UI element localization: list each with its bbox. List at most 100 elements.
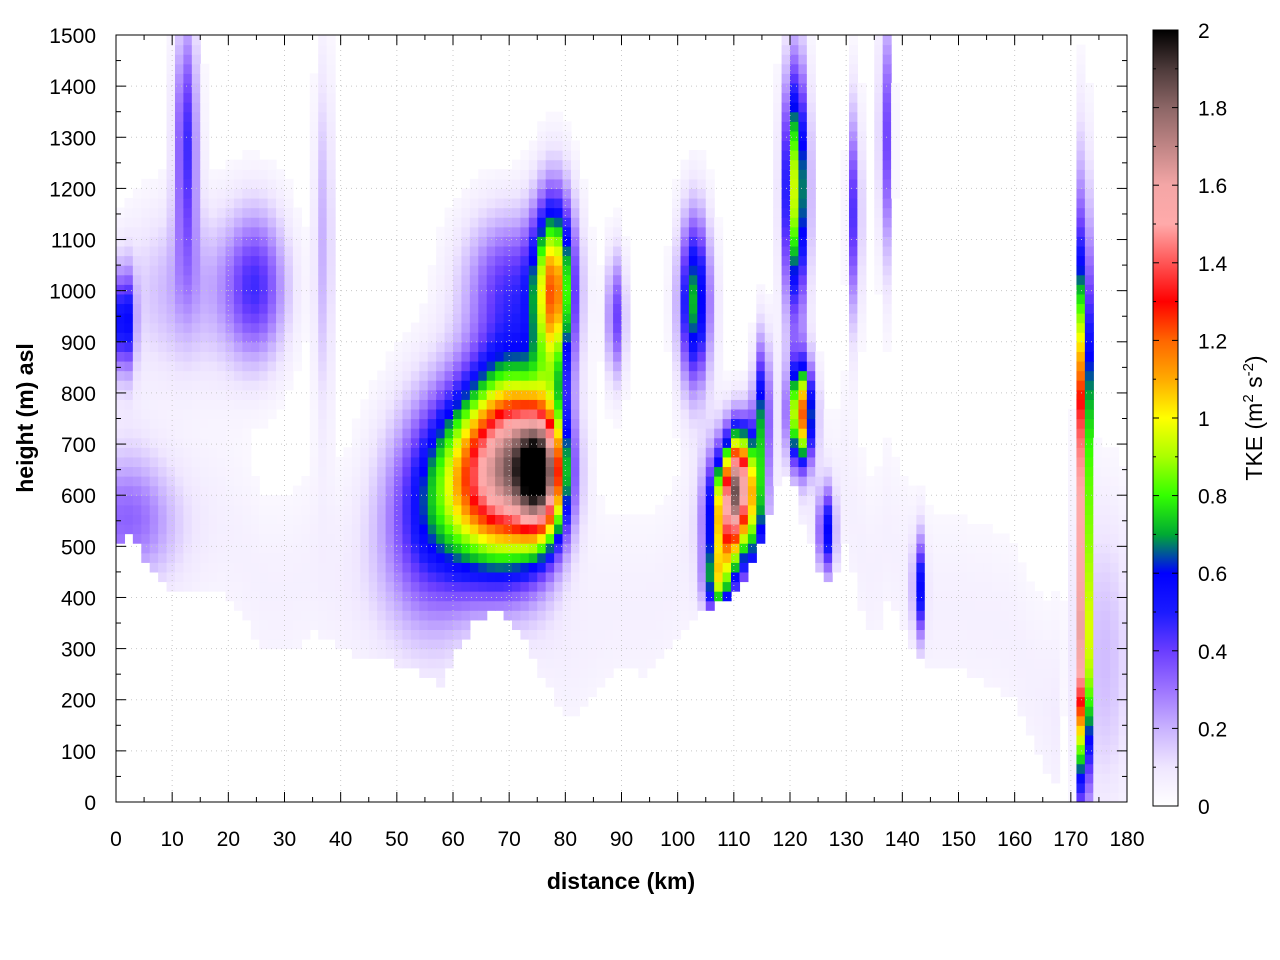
heatmap-cell [158, 351, 168, 362]
heatmap-cell [537, 639, 547, 650]
heatmap-cell [773, 370, 783, 381]
heatmap-cell [183, 313, 193, 324]
heatmap-cell [840, 169, 850, 180]
heatmap-cell [672, 322, 682, 333]
heatmap-cell [570, 447, 580, 458]
heatmap-cell [436, 591, 446, 602]
heatmap-cell [301, 581, 311, 592]
heatmap-cell [950, 552, 960, 563]
heatmap-cell [806, 332, 816, 343]
heatmap-cell [318, 245, 328, 257]
heatmap-cell [545, 188, 555, 199]
heatmap-cell [267, 639, 277, 650]
heatmap-cell [663, 245, 673, 257]
heatmap-cell [554, 313, 564, 324]
heatmap-cell [419, 581, 429, 592]
heatmap-cell [848, 207, 858, 218]
heatmap-cell [149, 456, 159, 468]
heatmap-cell [284, 552, 294, 563]
heatmap-cell [183, 207, 193, 218]
heatmap-cell [469, 389, 479, 400]
heatmap-cell [1118, 734, 1127, 746]
heatmap-cell [301, 485, 311, 496]
heatmap-cell [1093, 792, 1103, 802]
heatmap-cell [478, 408, 488, 420]
heatmap-cell [1101, 543, 1111, 554]
heatmap-cell [469, 274, 479, 285]
heatmap-cell [1051, 734, 1061, 746]
heatmap-cell [823, 437, 833, 448]
heatmap-cell [250, 351, 260, 362]
heatmap-cell [461, 332, 471, 343]
heatmap-cell [233, 591, 243, 602]
heatmap-cell [259, 552, 269, 563]
heatmap-cell [208, 284, 218, 295]
heatmap-cell [790, 82, 800, 94]
heatmap-cell [680, 495, 690, 506]
heatmap-cell [1068, 734, 1078, 746]
heatmap-cell [368, 504, 378, 515]
heatmap-cell [453, 591, 463, 602]
heatmap-cell [773, 265, 783, 276]
heatmap-cell [570, 562, 580, 573]
heatmap-cell [815, 408, 825, 420]
heatmap-cell [562, 313, 572, 324]
heatmap-cell [503, 360, 513, 372]
heatmap-cell [570, 178, 580, 189]
heatmap-cell [731, 399, 741, 410]
heatmap-cell [874, 245, 884, 257]
heatmap-cell [781, 428, 791, 439]
heatmap-cell [174, 44, 184, 55]
heatmap-cell [427, 571, 437, 583]
heatmap-cell [301, 284, 311, 295]
heatmap-cell [309, 341, 319, 352]
heatmap-cell [857, 236, 867, 247]
heatmap-cell [554, 236, 564, 247]
heatmap-cell [1068, 763, 1078, 774]
heatmap-cell [368, 437, 378, 448]
heatmap-cell [326, 121, 336, 132]
heatmap-cell [882, 581, 892, 592]
heatmap-cell [1034, 600, 1044, 611]
heatmap-cell [848, 485, 858, 496]
heatmap-cell [183, 178, 193, 189]
heatmap-cell [250, 533, 260, 544]
heatmap-cell [158, 303, 168, 314]
heatmap-cell [1051, 696, 1061, 707]
heatmap-cell [132, 351, 142, 362]
heatmap-cell [562, 236, 572, 247]
heatmap-cell [1076, 245, 1086, 257]
heatmap-cell [672, 552, 682, 563]
heatmap-cell [697, 485, 707, 496]
heatmap-cell [672, 610, 682, 621]
heatmap-cell [579, 543, 589, 554]
heatmap-cell [486, 255, 496, 266]
heatmap-cell [781, 236, 791, 247]
heatmap-cell [562, 639, 572, 650]
heatmap-cell [225, 341, 235, 352]
heatmap-cell [124, 236, 134, 247]
heatmap-cell [857, 274, 867, 285]
heatmap-cell [596, 581, 606, 592]
heatmap-cell [848, 35, 858, 46]
heatmap-cell [385, 351, 395, 362]
heatmap-cell [259, 514, 269, 525]
heatmap-cell [621, 236, 631, 247]
heatmap-cell [267, 581, 277, 592]
heatmap-cell [1118, 562, 1127, 573]
heatmap-cell [149, 360, 159, 372]
heatmap-cell [461, 226, 471, 237]
heatmap-cell [444, 495, 454, 506]
heatmap-cell [158, 341, 168, 352]
heatmap-cell [554, 533, 564, 544]
heatmap-cell [511, 485, 522, 496]
heatmap-cell [596, 265, 606, 276]
heatmap-cell [629, 581, 639, 592]
heatmap-cell [503, 523, 513, 535]
heatmap-cell [613, 389, 623, 400]
heatmap-cell [520, 533, 530, 544]
heatmap-cell [495, 293, 505, 305]
heatmap-cell [545, 360, 555, 372]
heatmap-cell [570, 332, 580, 343]
heatmap-cell [208, 418, 218, 429]
